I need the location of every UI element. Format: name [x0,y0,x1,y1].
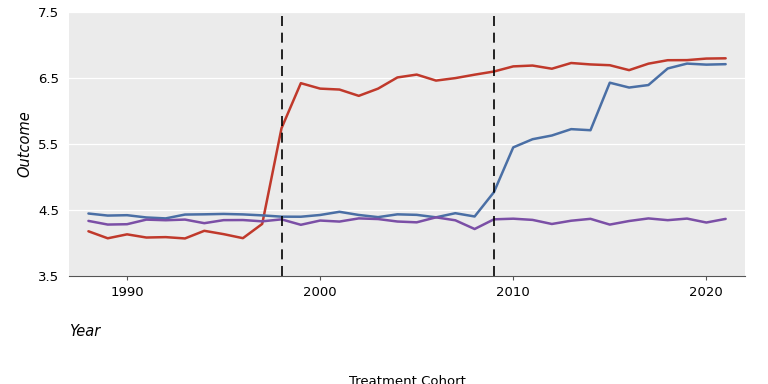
Text: Year: Year [69,324,101,339]
Legend: Group 1, Group 2, Group 3: Group 1, Group 2, Group 3 [274,375,540,384]
Y-axis label: Outcome: Outcome [18,111,33,177]
